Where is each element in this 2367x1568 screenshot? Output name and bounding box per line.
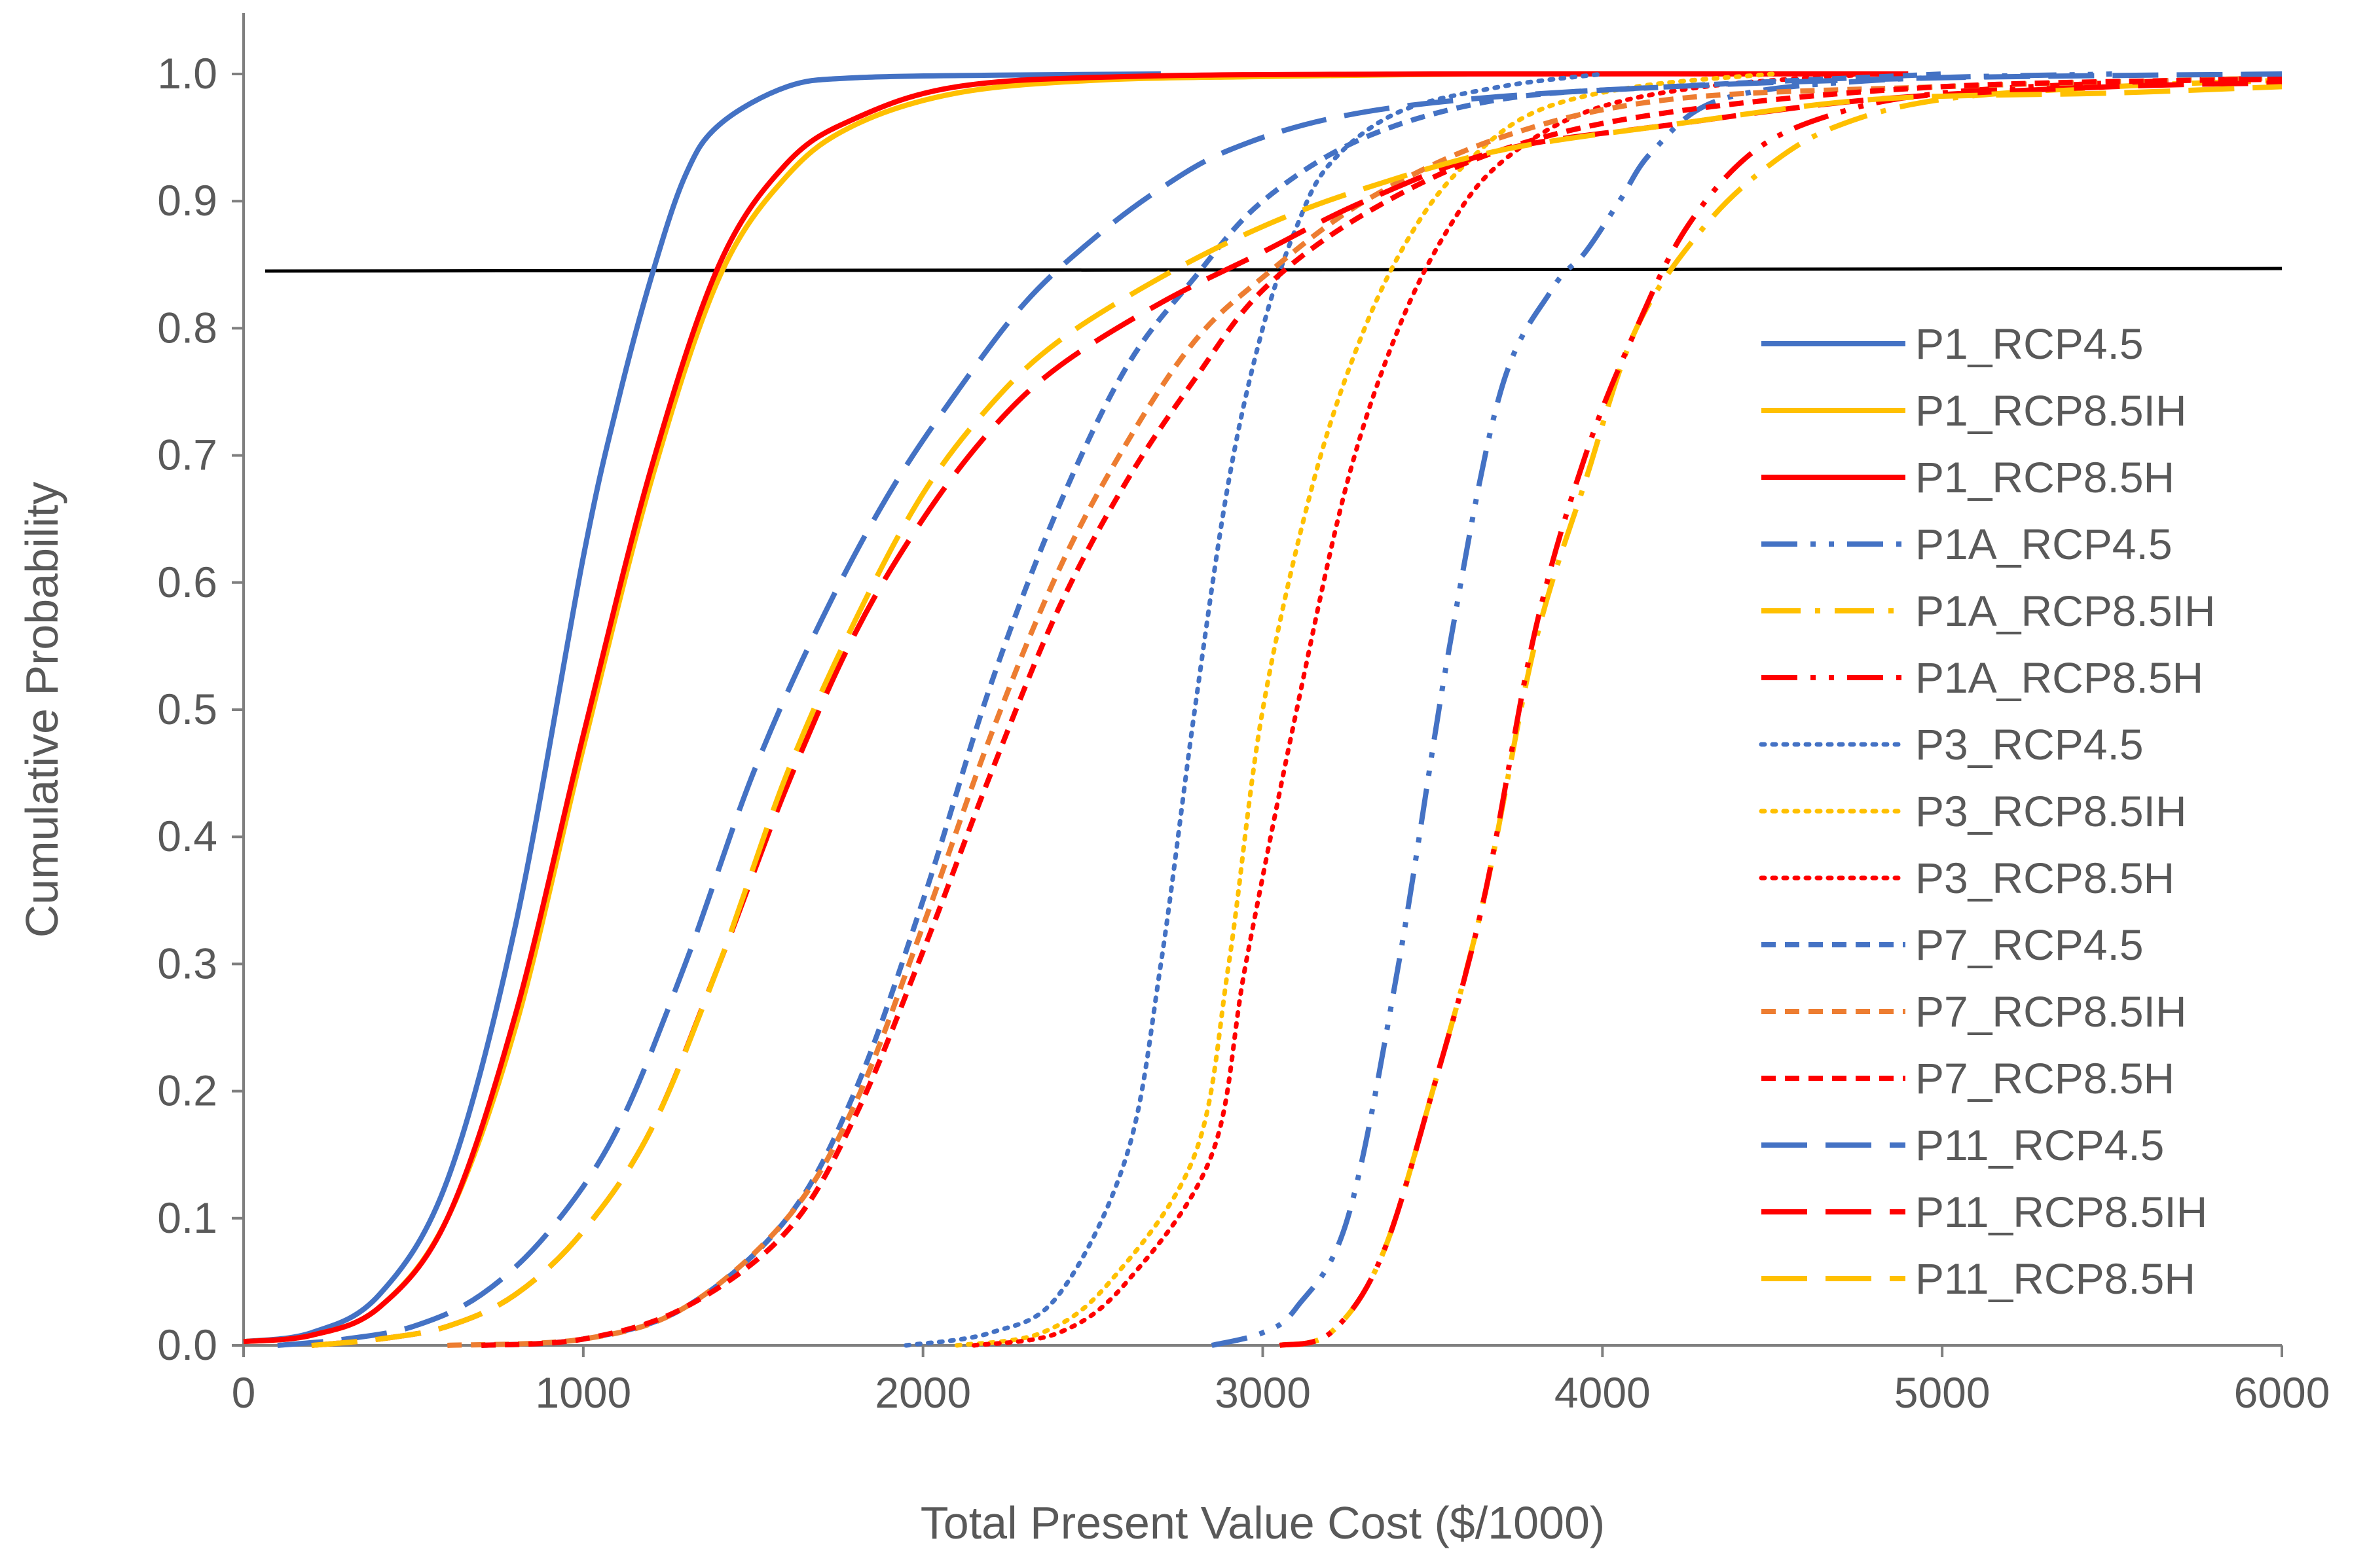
series-line-p1a-rcp8-5ih (1279, 77, 2283, 1348)
x-tick-label: 0 (232, 1368, 256, 1417)
y-tick-label: 0.3 (157, 939, 217, 987)
y-tick-label: 0.9 (157, 176, 217, 225)
y-tick-label: 0.7 (157, 431, 217, 479)
legend-label-p3-rcp8-5h: P3_RCP8.5H (1915, 854, 2174, 902)
y-axis-title: Cumulative Probability (16, 482, 67, 938)
legend-label-p1-rcp4-5: P1_RCP4.5 (1915, 319, 2144, 368)
legend-label-p1-rcp8-5ih: P1_RCP8.5IH (1915, 386, 2187, 435)
x-tick-label: 3000 (1215, 1368, 1311, 1417)
x-tick-label: 5000 (1894, 1368, 1991, 1417)
legend-label-p11-rcp4-5: P11_RCP4.5 (1915, 1121, 2164, 1169)
series-line-p11-rcp4-5 (277, 71, 2283, 1348)
legend-label-p7-rcp8-5ih: P7_RCP8.5IH (1915, 987, 2187, 1036)
y-tick-label: 0.1 (157, 1194, 217, 1242)
legend-label-p7-rcp4-5: P7_RCP4.5 (1915, 921, 2144, 969)
series-line-p7-rcp4-5 (481, 71, 1943, 1348)
reference-line (265, 266, 2283, 273)
legend-label-p1a-rcp4-5: P1A_RCP4.5 (1915, 520, 2173, 568)
legend-label-p1-rcp8-5h: P1_RCP8.5H (1915, 453, 2174, 501)
series-line-p3-rcp8-5ih (955, 71, 1775, 1348)
y-tick-label: 0.2 (157, 1067, 217, 1115)
legend-label-p7-rcp8-5h: P7_RCP8.5H (1915, 1054, 2174, 1103)
series-line-p3-rcp8-5h (972, 71, 1877, 1348)
series-line-p1a-rcp8-5h (1279, 75, 2283, 1348)
series-layer (243, 71, 2283, 1348)
legend-label-p11-rcp8-5ih: P11_RCP8.5IH (1915, 1188, 2207, 1236)
legend: P1_RCP4.5 P1_RCP8.5IH P1_RCP8.5H P1A_RCP4.5… (1759, 319, 2216, 1303)
y-tick-label: 0.6 (157, 558, 217, 606)
y-tick-label: 1.0 (157, 49, 217, 98)
legend-label-p1a-rcp8-5ih: P1A_RCP8.5IH (1915, 587, 2216, 635)
series-line-p7-rcp8-5ih (447, 75, 2283, 1348)
y-tick-label: 0.8 (157, 303, 217, 352)
series-line-p1-rcp4-5 (243, 71, 1161, 1345)
y-tick-label: 0.5 (157, 685, 217, 733)
y-tick-label: 0.4 (157, 812, 217, 860)
legend-label-p3-rcp4-5: P3_RCP4.5 (1915, 720, 2144, 769)
reference-line-layer (265, 266, 2283, 273)
series-line-p1-rcp8-5h (243, 71, 1909, 1345)
x-tick-label: 4000 (1554, 1368, 1651, 1417)
y-tick-label: 0.0 (157, 1321, 217, 1369)
series-line-p11-rcp8-5h (311, 84, 2283, 1348)
axes-layer: 0.0 0.1 0.2 0.3 0.4 0.5 0.6 0.7 0.8 0.9 1.0 0 1000 20… (157, 13, 2330, 1417)
series-line-p3-rcp4-5 (904, 71, 1605, 1348)
x-tick-label: 6000 (2234, 1368, 2330, 1417)
legend-label-p11-rcp8-5h: P11_RCP8.5H (1915, 1254, 2195, 1303)
legend-label-p3-rcp8-5ih: P3_RCP8.5IH (1915, 787, 2187, 835)
series-line-p1a-rcp4-5 (1211, 71, 2112, 1348)
x-tick-label: 2000 (875, 1368, 971, 1417)
series-line-p7-rcp8-5h (481, 76, 2283, 1348)
x-tick-label: 1000 (535, 1368, 631, 1417)
legend-label-p1a-rcp8-5h: P1A_RCP8.5H (1915, 653, 2203, 702)
x-axis-title: Total Present Value Cost ($/1000) (921, 1497, 1605, 1548)
